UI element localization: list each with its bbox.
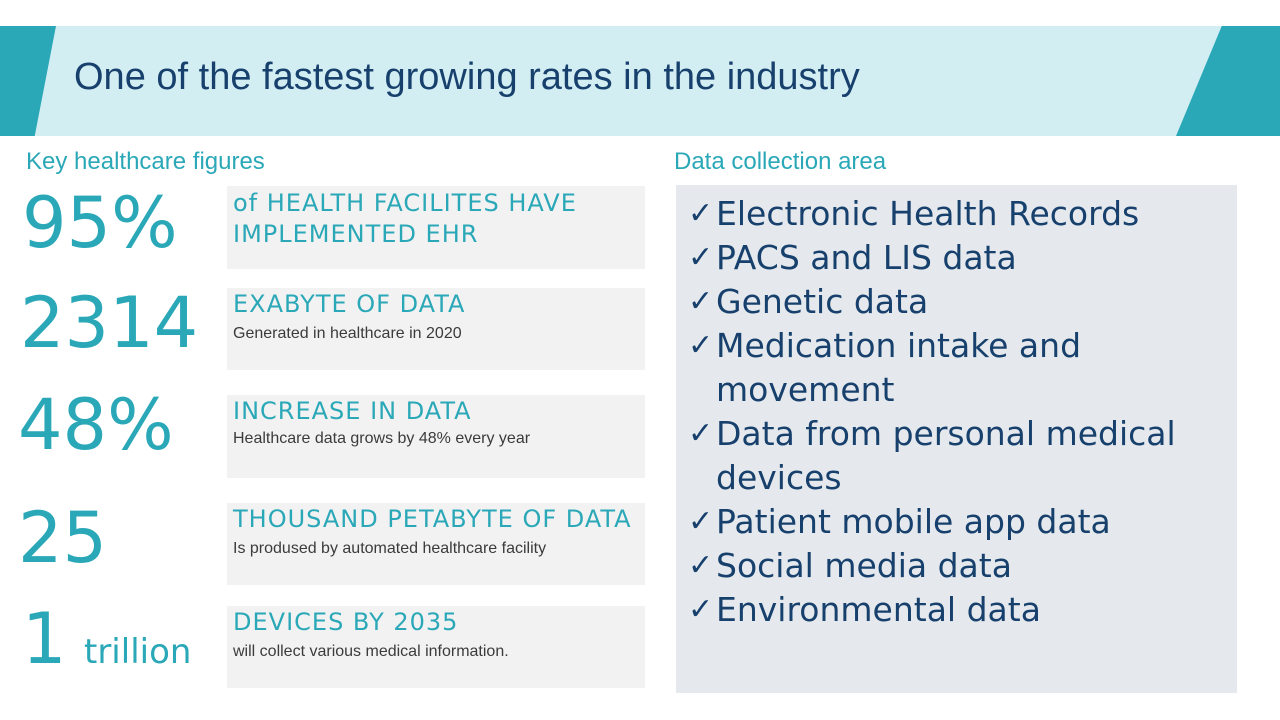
check-icon: ✓ [688,416,714,451]
list-item-label: Medication intake and movement [716,326,1082,409]
figure-heading-5: DEVICES BY 2035 [233,608,459,636]
check-icon: ✓ [688,504,714,539]
figure-detail-5: will collect various medical information… [233,643,509,660]
figure-detail-4: Is prodused by automated healthcare faci… [233,540,547,557]
key-figures-label: Key healthcare figures [26,148,265,175]
figure-heading-3: INCREASE IN DATA [233,397,472,425]
figure-card-2: EXABYTE OF DATA Generated in healthcare … [227,288,645,370]
list-item: ✓ Social media data [688,544,1236,588]
figure-heading-1: of HEALTH FACILITES HAVE IMPLEMENTED EHR [233,189,577,248]
list-item-label: Data from personal medical devices [716,414,1176,497]
figure-card-3: INCREASE IN DATA Healthcare data grows b… [227,395,645,478]
list-item: ✓ Genetic data [688,280,1236,324]
list-item-label: Environmental data [716,590,1041,629]
figure-value-2: 2314 [20,282,199,364]
check-icon: ✓ [688,240,714,275]
figure-card-4: THOUSAND PETABYTE OF DATA Is prodused by… [227,503,645,585]
check-icon: ✓ [688,548,714,583]
list-item-label: PACS and LIS data [716,238,1017,277]
list-item: ✓ Environmental data [688,588,1236,632]
list-item-label: Genetic data [716,282,929,321]
figure-card-5: DEVICES BY 2035 will collect various med… [227,606,645,688]
figure-value-5-suffix: trillion [84,632,192,672]
figure-detail-3: Healthcare data grows by 48% every year [233,430,531,447]
list-item-label: Electronic Health Records [716,194,1140,233]
figure-value-4: 25 [18,497,108,579]
slide-title: One of the fastest growing rates in the … [74,56,860,98]
list-item: ✓ Medication intake and movement [688,324,1236,412]
figure-value-3: 48% [18,384,174,466]
figure-detail-2: Generated in healthcare in 2020 [233,325,462,342]
data-collection-list: ✓ Electronic Health Records ✓ PACS and LIS… [688,192,1236,632]
list-item-label: Patient mobile app data [716,502,1111,541]
title-banner [0,26,1280,136]
list-item: ✓ PACS and LIS data [688,236,1236,280]
check-icon: ✓ [688,284,714,319]
figure-card-1: of HEALTH FACILITES HAVE IMPLEMENTED EHR [227,186,645,269]
list-item: ✓ Electronic Health Records [688,192,1236,236]
figure-heading-4: THOUSAND PETABYTE OF DATA [233,505,632,533]
check-icon: ✓ [688,328,714,363]
check-icon: ✓ [688,196,714,231]
list-item: ✓ Patient mobile app data [688,500,1236,544]
data-collection-label: Data collection area [674,148,887,175]
figure-heading-2: EXABYTE OF DATA [233,290,466,318]
list-item-label: Social media data [716,546,1012,585]
data-collection-panel [676,185,1237,693]
figure-value-5: 1 [22,598,67,680]
check-icon: ✓ [688,592,714,627]
list-item: ✓ Data from personal medical devices [688,412,1236,500]
figure-value-1: 95% [22,182,178,264]
